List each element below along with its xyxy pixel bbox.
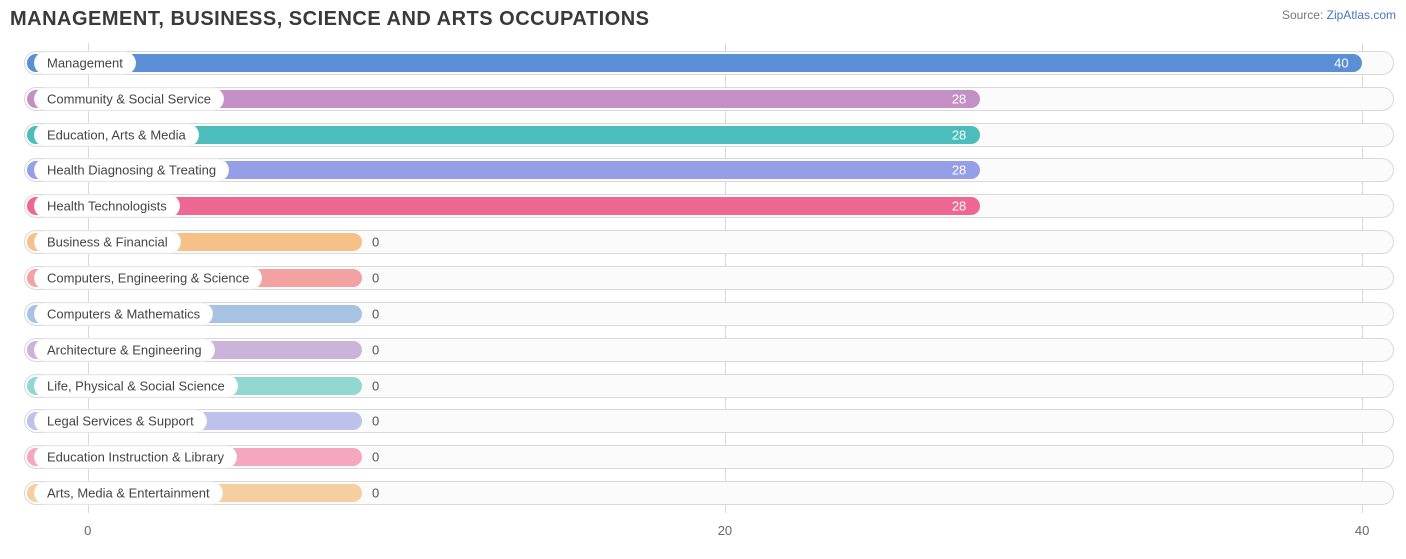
bar-label: Computers, Engineering & Science — [34, 266, 262, 289]
bar-label: Education, Arts & Media — [34, 123, 199, 146]
bar-row: Computers, Engineering & Science 0 — [24, 264, 1394, 292]
bar-label: Business & Financial — [34, 231, 181, 254]
bar-row: Arts, Media & Entertainment 0 — [24, 479, 1394, 507]
bar-label: Life, Physical & Social Science — [34, 374, 238, 397]
source-link[interactable]: ZipAtlas.com — [1327, 8, 1396, 22]
chart-plot: Management 40 Community & Social Service 28… — [24, 43, 1394, 513]
bar-row: Community & Social Service 28 — [24, 85, 1394, 113]
bar-label: Computers & Mathematics — [34, 302, 213, 325]
axis-tick: 20 — [718, 523, 732, 538]
bar-label: Education Instruction & Library — [34, 446, 237, 469]
bar-label: Legal Services & Support — [34, 410, 207, 433]
bar-value: 40 — [1334, 55, 1348, 70]
bar-value: 0 — [372, 270, 379, 285]
bar-row: Computers & Mathematics 0 — [24, 300, 1394, 328]
axis-tick: 40 — [1355, 523, 1369, 538]
bar-label: Architecture & Engineering — [34, 338, 215, 361]
bar-label: Community & Social Service — [34, 87, 224, 110]
bar-row: Health Technologists 28 — [24, 192, 1394, 220]
bar-value: 28 — [952, 199, 966, 214]
bar-row: Health Diagnosing & Treating 28 — [24, 156, 1394, 184]
bar-value: 0 — [372, 342, 379, 357]
bar-row: Legal Services & Support 0 — [24, 407, 1394, 435]
source-prefix: Source: — [1282, 8, 1327, 22]
chart-area: Management 40 Community & Social Service 28… — [10, 43, 1396, 543]
bar-row: Life, Physical & Social Science 0 — [24, 372, 1394, 400]
bar-rows: Management 40 Community & Social Service 28… — [24, 43, 1394, 513]
chart-title: MANAGEMENT, BUSINESS, SCIENCE AND ARTS O… — [10, 8, 649, 31]
bar-value: 0 — [372, 306, 379, 321]
chart-source: Source: ZipAtlas.com — [1282, 8, 1396, 22]
axis-tick: 0 — [84, 523, 91, 538]
bar-value: 0 — [372, 414, 379, 429]
bar-fill — [27, 54, 1362, 72]
bar-value: 0 — [372, 450, 379, 465]
bar-value: 0 — [372, 486, 379, 501]
bar-value: 28 — [952, 127, 966, 142]
bar-label: Arts, Media & Entertainment — [34, 482, 223, 505]
chart-header: MANAGEMENT, BUSINESS, SCIENCE AND ARTS O… — [10, 8, 1396, 31]
bar-row: Education Instruction & Library 0 — [24, 443, 1394, 471]
bar-label: Health Technologists — [34, 195, 180, 218]
bar-label: Management — [34, 51, 136, 74]
bar-value: 0 — [372, 378, 379, 393]
bar-value: 28 — [952, 163, 966, 178]
x-axis: 0 20 40 — [24, 521, 1394, 543]
bar-row: Architecture & Engineering 0 — [24, 336, 1394, 364]
bar-value: 0 — [372, 235, 379, 250]
bar-value: 28 — [952, 91, 966, 106]
bar-row: Management 40 — [24, 49, 1394, 77]
bar-label: Health Diagnosing & Treating — [34, 159, 229, 182]
bar-row: Business & Financial 0 — [24, 228, 1394, 256]
bar-row: Education, Arts & Media 28 — [24, 121, 1394, 149]
